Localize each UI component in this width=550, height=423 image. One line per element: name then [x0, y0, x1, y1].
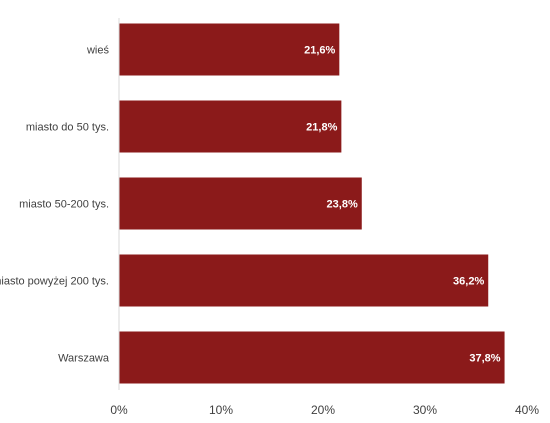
data-labels: 21,6% 21,8% 23,8% 36,2% 37,8%	[304, 45, 501, 365]
x-tick-label: 40%	[515, 403, 539, 417]
data-label: 21,6%	[304, 45, 335, 57]
x-tick-label: 30%	[413, 403, 437, 417]
bar	[119, 331, 505, 384]
data-label: 21,8%	[306, 122, 337, 134]
x-axis-tick-labels: 0% 10% 20% 30% 40%	[110, 403, 539, 417]
data-label: 37,8%	[469, 353, 500, 365]
category-label: miasto do 50 tys.	[26, 122, 109, 134]
bar	[119, 100, 342, 153]
x-tick-label: 10%	[209, 403, 233, 417]
bars-group	[119, 23, 505, 384]
data-label: 23,8%	[327, 199, 358, 211]
category-label: miasto 50-200 tys.	[19, 199, 109, 211]
bar	[119, 177, 362, 230]
x-tick-label: 20%	[311, 403, 335, 417]
data-label: 36,2%	[453, 276, 484, 288]
category-label: Warszawa	[58, 353, 110, 365]
category-labels: wieś miasto do 50 tys. miasto 50-200 tys. m…	[0, 45, 110, 365]
category-label: wieś	[86, 45, 110, 57]
category-label: miasto powyżej 200 tys.	[0, 276, 109, 288]
bar	[119, 254, 489, 307]
x-tick-label: 0%	[110, 403, 128, 417]
bar	[119, 23, 340, 76]
